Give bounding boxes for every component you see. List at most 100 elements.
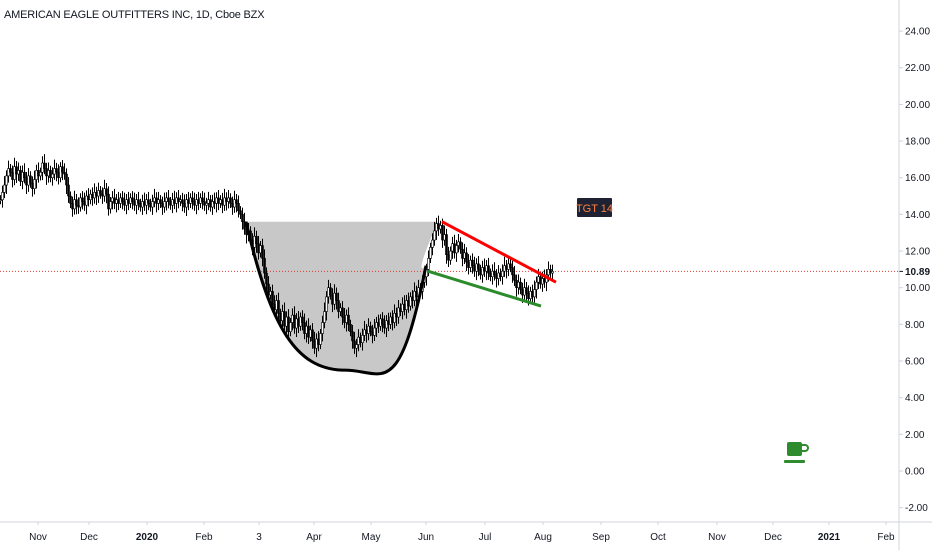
candle-body (113, 197, 116, 204)
flag-upper-line (441, 220, 557, 284)
candle-body (111, 197, 114, 202)
time-tick-label: Feb (877, 532, 895, 543)
candle-body (551, 271, 554, 274)
candle-body (355, 344, 358, 349)
time-tick-label: 2021 (818, 532, 841, 543)
candle-body (265, 272, 268, 285)
candle-body (221, 199, 224, 206)
candle-body (159, 199, 162, 204)
candle-body (431, 239, 434, 248)
candle-body (199, 197, 202, 204)
candle-body (101, 193, 104, 197)
candle-body (429, 247, 432, 259)
candle-body (65, 173, 68, 186)
candle-body (445, 234, 448, 256)
price-tick-label: 10.00 (905, 283, 930, 294)
candle-body (43, 162, 46, 169)
candle-body (369, 325, 372, 332)
cup-curve (244, 221, 428, 376)
candle-body (227, 197, 230, 202)
candle-body (151, 201, 154, 208)
candle-body (33, 179, 36, 190)
candle-body (11, 171, 14, 180)
candle-body (155, 197, 158, 204)
candle-body (409, 296, 412, 307)
candle-body (99, 190, 102, 195)
candle-body (5, 175, 8, 186)
candle-body (69, 195, 72, 204)
time-tick-label: 2020 (136, 532, 159, 543)
time-tick-label: Feb (195, 532, 213, 543)
candle-body (433, 230, 436, 241)
candle-body (157, 199, 160, 204)
time-tick-label: Apr (306, 532, 322, 543)
candle-body (237, 203, 240, 212)
candle-body (321, 322, 324, 334)
candle-body (193, 201, 196, 206)
candle-body (165, 197, 168, 202)
candle-body (173, 199, 176, 204)
candle-body (147, 199, 150, 204)
candle-body (509, 263, 512, 268)
candle-body (203, 201, 206, 206)
candle-body (141, 201, 144, 208)
time-tick-label: Oct (650, 532, 666, 543)
candle-body (51, 173, 54, 179)
candle-body (125, 199, 128, 206)
candle-body (255, 236, 258, 245)
candle-body (455, 245, 458, 254)
candle-body (347, 314, 350, 325)
price-axis[interactable]: -2.00 0.00 2.00 4.00 6.00 8.00 10.00 12.00 14.00… (899, 27, 932, 515)
candle-body (325, 296, 328, 312)
candle-body (335, 292, 338, 301)
candle-body (93, 192, 96, 199)
time-tick-label: Nov (708, 532, 726, 543)
candle-body (239, 210, 242, 215)
candle-body (117, 199, 120, 204)
candle-body (493, 270, 496, 276)
price-tick-label: 18.00 (905, 137, 930, 148)
candle-body (127, 199, 130, 204)
candle-body (213, 201, 216, 204)
candle-body (441, 225, 444, 241)
price-tick-label: 6.00 (905, 357, 925, 368)
candle-body (145, 199, 148, 206)
time-tick-label: Dec (764, 532, 782, 543)
target-label-text: TGT 14 (576, 203, 613, 215)
candle-body (153, 197, 156, 202)
candle-body (73, 199, 76, 210)
price-tick-label: 14.00 (905, 210, 930, 221)
target-label: TGT 14 (576, 198, 613, 217)
candle-body (195, 199, 198, 206)
candle-body (81, 197, 84, 202)
candle-body (233, 199, 236, 208)
candle-body (67, 184, 70, 197)
candle-body (121, 197, 124, 202)
candle-body (217, 197, 220, 204)
candle-body (323, 311, 326, 323)
candle-body (55, 168, 58, 173)
candle-body (167, 197, 170, 202)
candle-body (337, 300, 340, 312)
candle-body (397, 307, 400, 318)
price-tick-label: -2.00 (905, 503, 928, 514)
candle-body (3, 184, 6, 193)
candle-body (501, 270, 504, 278)
coffee-cup-icon (784, 442, 809, 463)
candle-body (91, 193, 94, 199)
candle-body (187, 199, 190, 204)
candle-body (87, 195, 90, 201)
price-tick-label: 0.00 (905, 467, 925, 478)
candle-body (39, 171, 42, 177)
time-axis[interactable]: Nov Dec 2020 Feb 3 Apr May Jun Jul Aug Sep Oct Nov De… (29, 522, 895, 543)
candle-body (301, 316, 304, 323)
coffee-cup-handle (802, 444, 809, 452)
candle-body (85, 195, 88, 206)
target-label-bg (577, 198, 612, 217)
cup-fill (246, 221, 438, 374)
candle-body (223, 197, 226, 206)
candle-body (181, 199, 184, 204)
plot-area[interactable]: TGT 14 (0, 154, 899, 463)
candle-body (129, 197, 132, 204)
